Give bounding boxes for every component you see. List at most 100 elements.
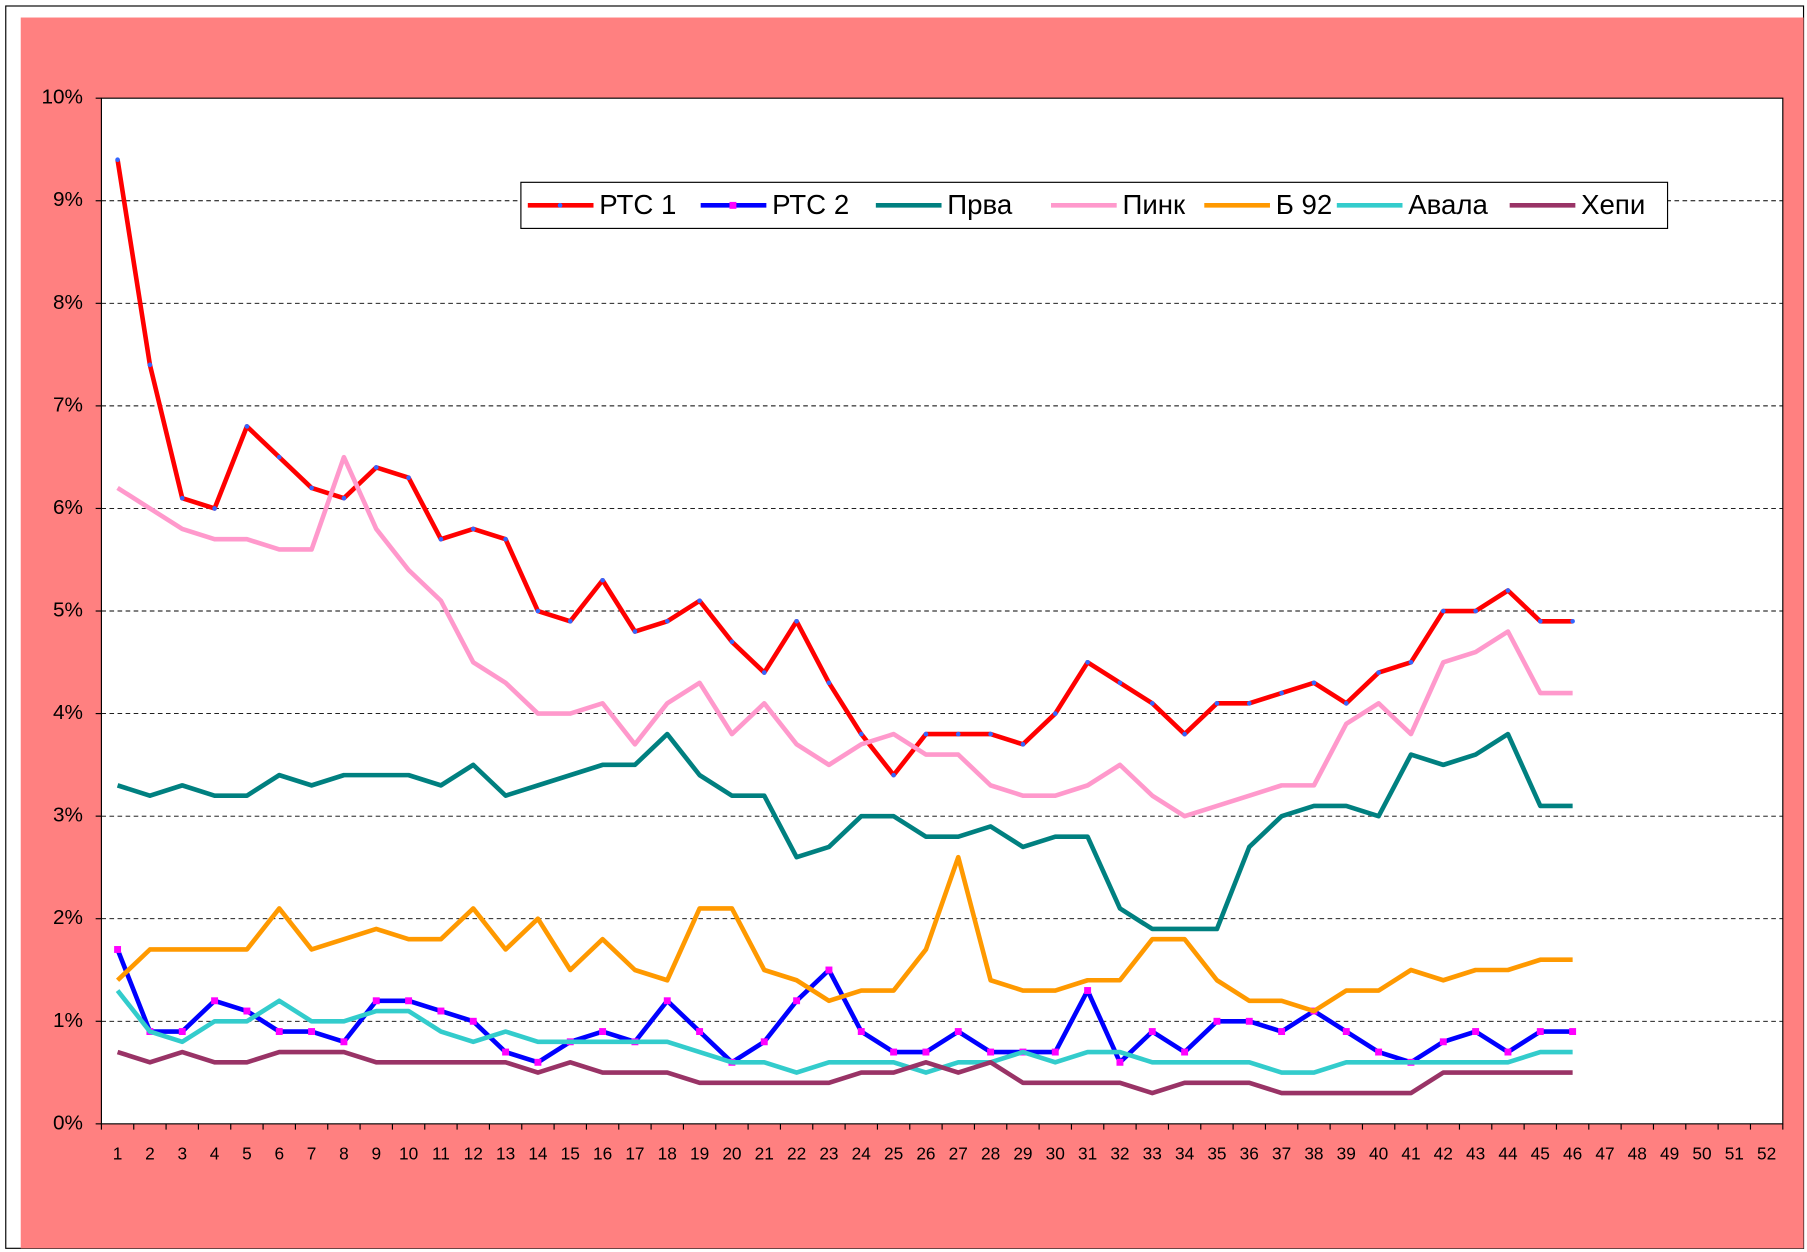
x-tick-label: 48 [1628, 1144, 1647, 1164]
x-tick-label: 22 [787, 1144, 806, 1164]
x-tick-label: 41 [1401, 1144, 1420, 1164]
x-tick-label: 37 [1272, 1144, 1291, 1164]
x-tick-label: 21 [755, 1144, 774, 1164]
x-tick-label: 52 [1757, 1144, 1776, 1164]
legend-label: РТС 1 [599, 189, 676, 220]
y-tick-label: 0% [53, 1111, 83, 1134]
series-marker [308, 1028, 316, 1035]
series-line [116, 454, 1573, 819]
series-marker [534, 1058, 542, 1066]
series-marker [340, 1038, 348, 1046]
series-marker [178, 1028, 186, 1035]
x-tick-label: 17 [625, 1144, 644, 1164]
series-line [116, 1049, 1573, 1096]
x-tick-label: 7 [307, 1144, 317, 1164]
axes: 0%1%2%3%4%5%6%7%8%9%10%1 2 3 4 5 6 7 8 9 10 11 12 13… [41, 86, 1784, 1164]
series-marker [1311, 680, 1317, 686]
x-tick-label: 18 [658, 1144, 677, 1164]
series-marker [341, 495, 347, 501]
x-tick-label: 47 [1595, 1144, 1614, 1164]
x-tick-label: 40 [1369, 1144, 1388, 1164]
legend-label: Авала [1408, 189, 1488, 220]
x-tick-label: 14 [528, 1144, 548, 1164]
series-line [115, 159, 1573, 778]
series-marker [696, 1028, 704, 1035]
series-marker [115, 157, 120, 163]
x-tick-label: 34 [1175, 1144, 1195, 1164]
y-tick-label: 9% [53, 188, 83, 211]
lines [114, 157, 1577, 1096]
y-tick-label: 3% [53, 804, 83, 827]
series-marker [1149, 701, 1155, 706]
series-marker [147, 362, 153, 368]
series-marker [212, 506, 217, 511]
series-marker [1569, 1028, 1577, 1035]
series-marker [599, 1028, 607, 1035]
y-tick-label: 6% [53, 496, 83, 519]
y-tick-label: 10% [41, 86, 82, 109]
series-line [115, 948, 1573, 1065]
series-marker [760, 1038, 768, 1046]
series-marker [1182, 731, 1187, 737]
x-tick-label: 15 [561, 1144, 580, 1164]
x-tick-label: 32 [1110, 1144, 1129, 1164]
series-marker [697, 598, 702, 604]
y-tick-label: 1% [53, 1009, 83, 1032]
y-tick-label: 8% [53, 291, 83, 314]
series-marker [891, 772, 896, 778]
series-marker [1504, 1048, 1512, 1056]
x-tick-label: 28 [981, 1144, 1000, 1164]
x-tick-label: 49 [1660, 1144, 1679, 1164]
x-tick-label: 39 [1337, 1144, 1356, 1164]
series-marker [1051, 1048, 1059, 1056]
series-marker [1439, 1038, 1447, 1046]
x-tick-label: 43 [1466, 1144, 1485, 1164]
x-tick-label: 23 [819, 1144, 838, 1164]
x-tick-label: 35 [1207, 1144, 1226, 1164]
series-marker [1117, 680, 1123, 686]
series-marker [1246, 701, 1252, 706]
x-tick-label: 30 [1046, 1144, 1065, 1164]
series-marker [470, 526, 476, 532]
x-tick-label: 2 [145, 1144, 155, 1164]
series-marker [1245, 1017, 1253, 1025]
series-marker [1472, 1028, 1480, 1035]
series-marker [1570, 618, 1575, 624]
x-tick-label: 3 [177, 1144, 187, 1164]
x-tick-label: 45 [1531, 1144, 1550, 1164]
x-tick-label: 26 [916, 1144, 935, 1164]
series-marker [243, 1007, 251, 1015]
legend-label: РТС 2 [772, 189, 849, 220]
series-marker [954, 1028, 962, 1035]
legend-label: Пинк [1122, 189, 1186, 220]
series-marker [1148, 1028, 1156, 1035]
x-tick-label: 51 [1725, 1144, 1744, 1164]
series-line [115, 989, 1573, 1075]
series-marker [1342, 1028, 1350, 1035]
x-tick-label: 44 [1498, 1144, 1518, 1164]
x-tick-label: 29 [1013, 1144, 1032, 1164]
series-marker [276, 454, 282, 460]
legend-marker [557, 203, 563, 208]
series-marker [858, 731, 864, 737]
series-marker [793, 997, 801, 1005]
series-marker [567, 618, 573, 624]
x-tick-label: 12 [464, 1144, 483, 1164]
series-marker [502, 1048, 510, 1056]
x-tick-label: 16 [593, 1144, 612, 1164]
series-marker [1376, 670, 1381, 675]
series-marker [503, 536, 508, 542]
series-marker [988, 731, 993, 737]
series-marker [1116, 1058, 1124, 1066]
x-tick-label: 13 [496, 1144, 515, 1164]
legend-label: Б 92 [1276, 189, 1333, 220]
series-marker [1084, 987, 1092, 994]
x-tick-label: 10 [399, 1144, 418, 1164]
series-marker [1440, 608, 1446, 614]
y-tick-label: 2% [53, 906, 83, 929]
series-marker [600, 577, 605, 583]
series-marker [275, 1028, 283, 1035]
series-marker [1473, 608, 1478, 614]
series-marker [1278, 1028, 1286, 1035]
